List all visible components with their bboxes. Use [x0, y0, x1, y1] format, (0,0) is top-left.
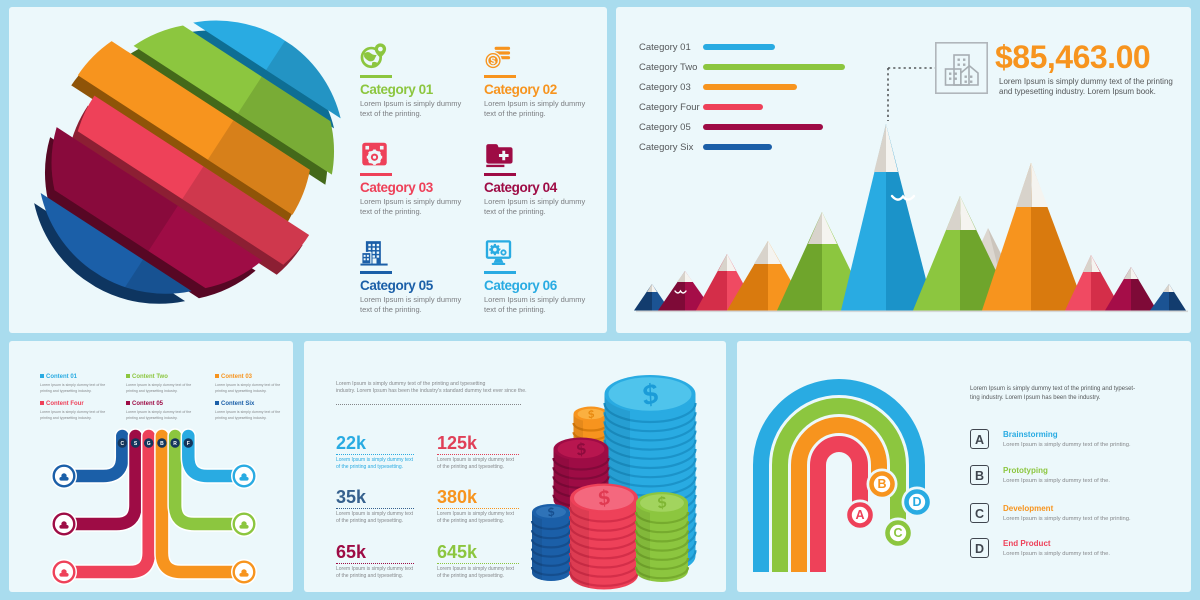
svg-text:B: B [877, 477, 886, 491]
svg-text:C: C [120, 441, 124, 447]
svg-text:A: A [855, 508, 864, 522]
svg-text:$: $ [491, 56, 496, 66]
svg-text:C: C [893, 526, 902, 540]
svg-text:$: $ [595, 486, 613, 511]
svg-text:G: G [147, 441, 151, 447]
svg-text:D: D [912, 495, 921, 509]
svg-text:$: $ [586, 408, 597, 422]
svg-text:F: F [187, 441, 190, 447]
svg-text:$: $ [638, 377, 662, 411]
svg-text:R: R [173, 441, 177, 447]
svg-text:S: S [134, 441, 138, 447]
svg-text:B: B [160, 441, 164, 447]
svg-text:$: $ [545, 504, 556, 520]
